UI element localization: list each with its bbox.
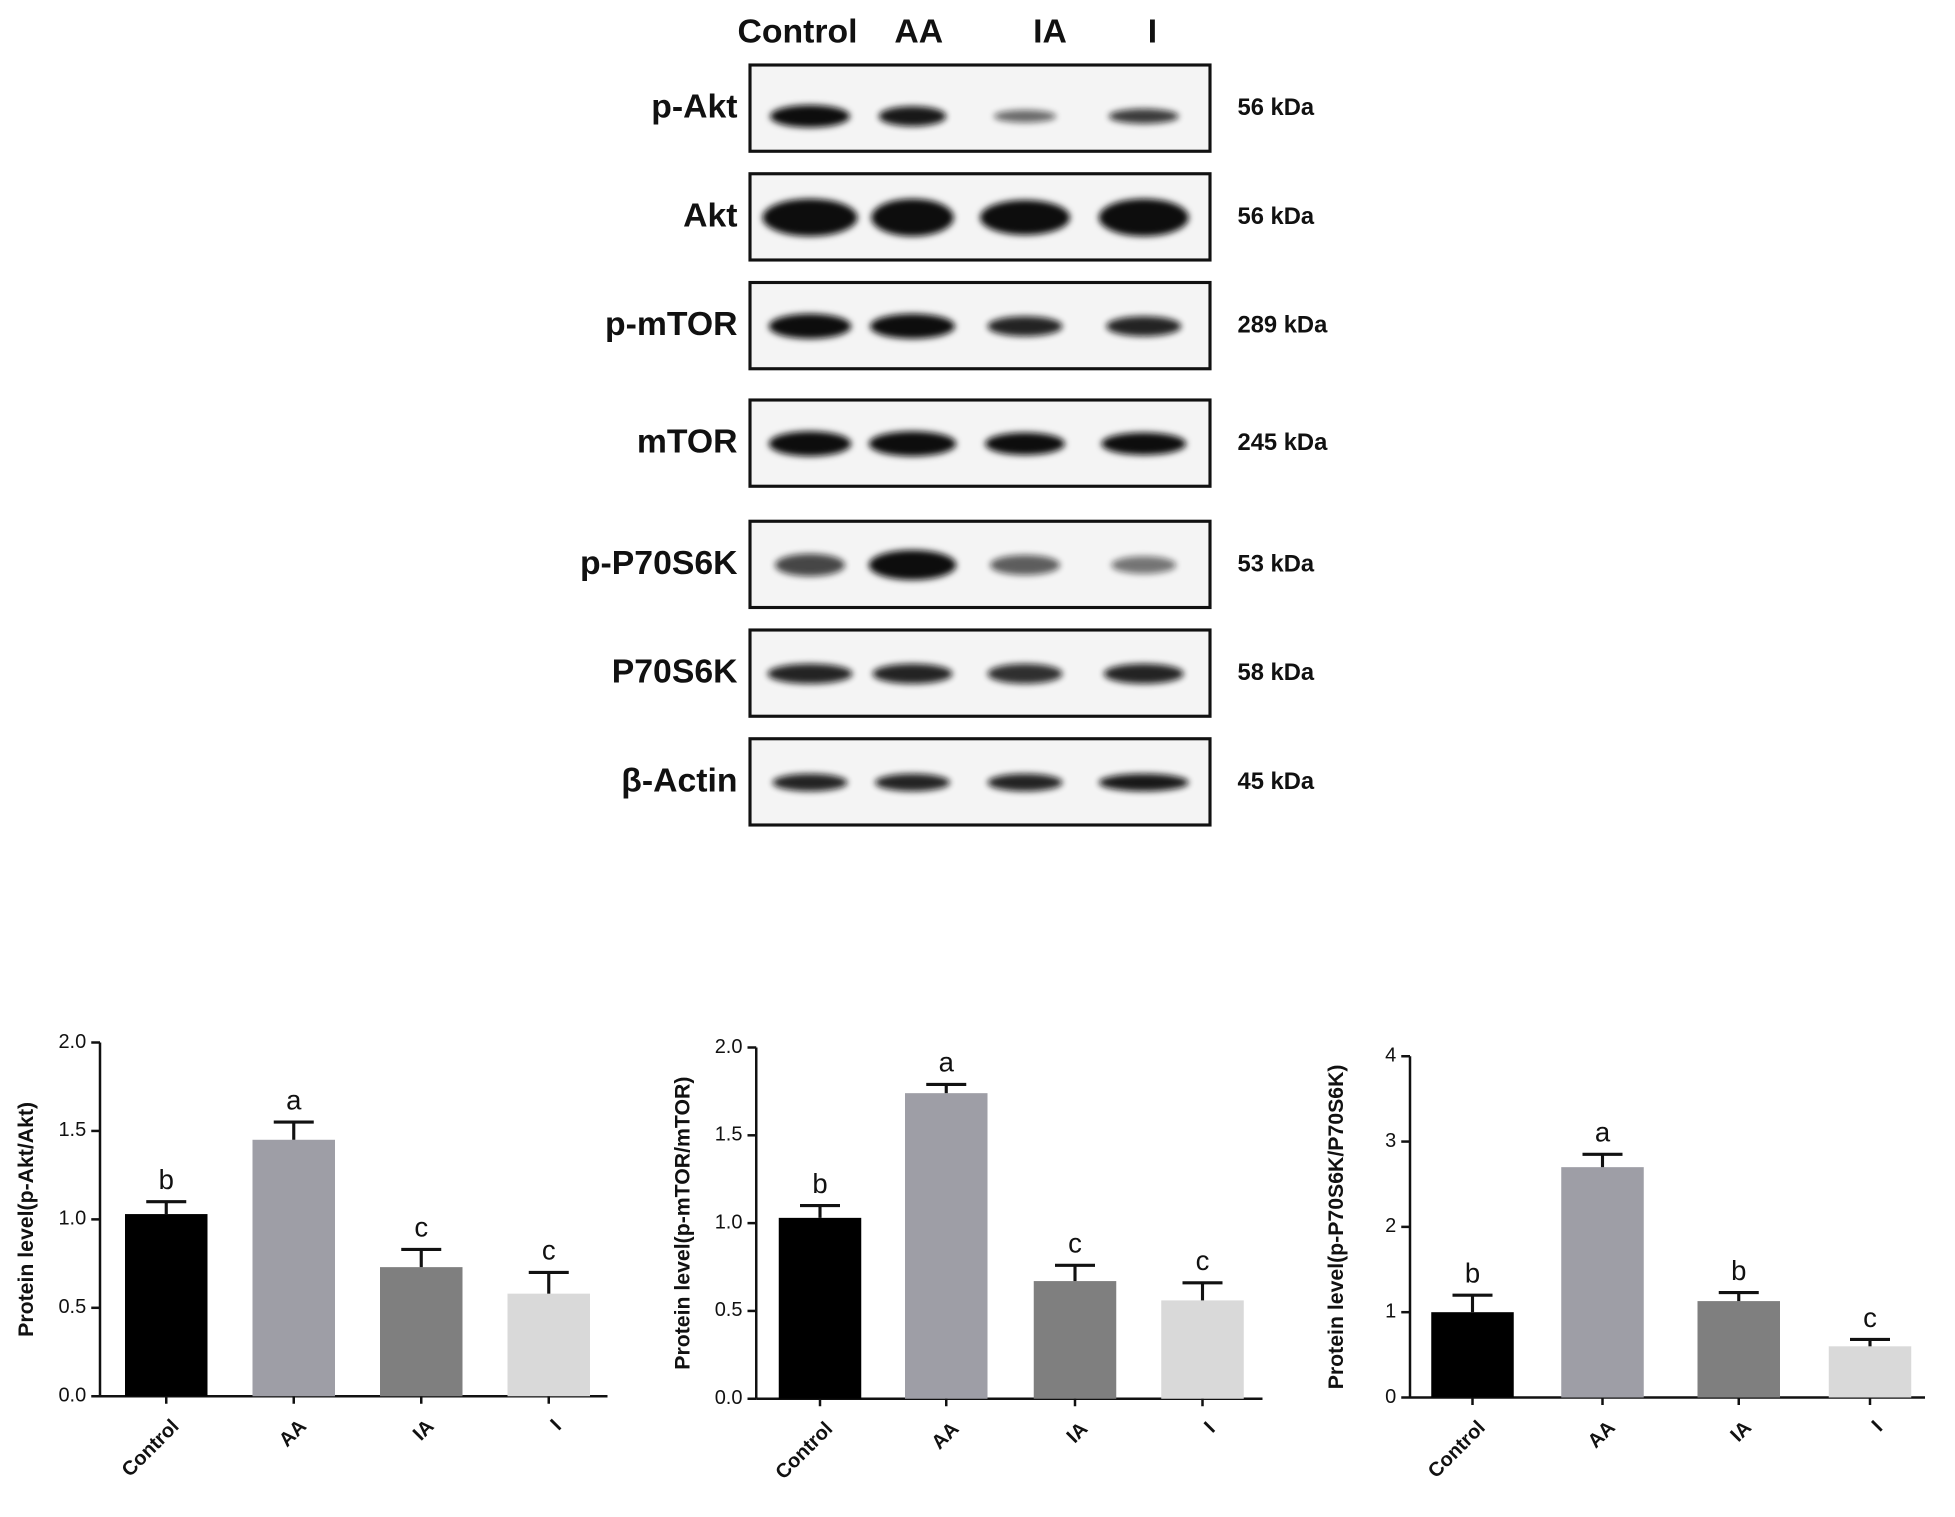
y-tick-label: 2.0 [715,1036,743,1058]
significance-letter: b [159,1164,174,1195]
band [1098,773,1189,792]
protein-label: mTOR [637,423,738,461]
bar [1033,1281,1117,1399]
band [980,200,1070,236]
y-tick-label: 0.0 [58,1385,86,1407]
band [768,431,852,457]
y-tick-label: 0.5 [58,1296,86,1318]
band [1106,316,1182,337]
size-label: 45 kDa [1238,768,1315,795]
band [871,198,954,237]
y-tick-label: 1.5 [715,1124,743,1146]
bar [1431,1312,1514,1398]
size-label: 245 kDa [1238,429,1329,456]
significance-letter: a [1595,1117,1611,1148]
band [868,431,957,457]
y-axis-label: Protein level(p-mTOR/mTOR) [670,1077,694,1370]
significance-letter: c [1068,1228,1082,1259]
y-tick-label: 2.0 [58,1031,86,1053]
y-tick-label: 0 [1385,1386,1396,1408]
lane-label: IA [1033,13,1067,51]
size-label: 56 kDa [1238,94,1315,121]
band [987,773,1063,792]
size-label: 53 kDa [1238,550,1315,577]
band [767,663,853,684]
band [987,316,1063,337]
size-label: 289 kDa [1238,312,1329,339]
significance-letter: c [1863,1302,1877,1333]
band [775,553,845,577]
band [1101,432,1187,455]
bar [507,1293,590,1397]
y-tick-label: 1 [1385,1300,1396,1322]
bar [905,1093,988,1399]
y-tick-label: 2 [1385,1215,1396,1237]
y-tick-label: 1.0 [715,1211,743,1233]
band [870,313,955,339]
protein-label: p-P70S6K [580,544,738,582]
band [872,663,953,684]
significance-letter: a [286,1084,302,1115]
band [878,106,947,127]
significance-letter: c [414,1212,428,1243]
significance-letter: b [1731,1255,1746,1286]
y-tick-label: 1.0 [58,1208,86,1230]
size-label: 56 kDa [1238,203,1315,230]
band [990,555,1060,575]
band [868,550,957,580]
bar [1828,1346,1912,1398]
y-tick-label: 0.0 [715,1387,743,1409]
band [768,313,852,339]
lane-label: AA [894,13,943,51]
bar [1561,1167,1644,1398]
protein-label: p-mTOR [605,305,738,343]
band [772,773,848,792]
bar [1161,1300,1244,1399]
y-tick-label: 3 [1385,1130,1396,1152]
bar [252,1139,335,1397]
y-axis-label: Protein level(p-P70S6K/P70S6K) [1324,1064,1348,1389]
y-tick-label: 0.5 [715,1299,743,1321]
significance-letter: a [939,1047,955,1078]
band [875,773,950,792]
bar [1697,1301,1780,1398]
lane-label: Control [738,13,858,51]
bar [125,1214,208,1397]
band [985,432,1065,455]
y-tick-label: 4 [1385,1045,1396,1067]
band [1111,556,1177,574]
y-tick-label: 1.5 [58,1119,86,1141]
band [987,663,1063,684]
significance-letter: c [1196,1245,1210,1276]
protein-label: P70S6K [612,653,738,691]
significance-letter: b [1465,1257,1480,1288]
significance-letter: b [812,1168,827,1199]
band [993,110,1057,123]
band [1098,198,1189,237]
y-axis-label: Protein level(p-Akt/Akt) [14,1102,38,1337]
bar [778,1217,862,1399]
band [1103,663,1184,684]
band [1108,108,1179,124]
protein-label: p-Akt [651,88,737,126]
protein-label: Akt [683,196,737,234]
significance-letter: c [542,1235,556,1266]
band [762,198,858,237]
size-label: 58 kDa [1238,659,1315,686]
lane-label: I [1148,13,1157,51]
band [770,105,850,128]
protein-label: β-Actin [621,761,737,799]
bar [380,1267,463,1397]
